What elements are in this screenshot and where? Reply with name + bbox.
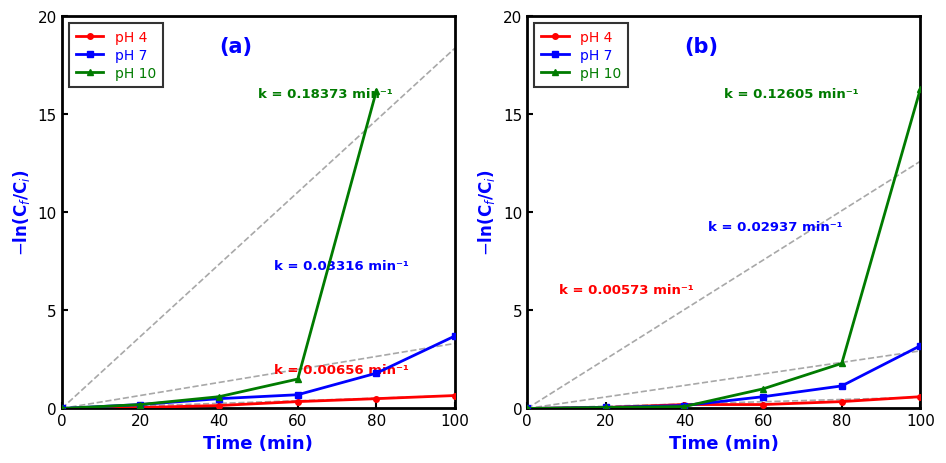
Text: k = 0.12605 min⁻¹: k = 0.12605 min⁻¹ (724, 88, 858, 100)
Y-axis label: $-$ln(C$_f$/C$_i$): $-$ln(C$_f$/C$_i$) (11, 170, 32, 256)
Text: k = 0.00656 min⁻¹: k = 0.00656 min⁻¹ (274, 363, 409, 376)
Legend: pH 4, pH 7, pH 10: pH 4, pH 7, pH 10 (69, 24, 163, 88)
Text: k = 0.18373 min⁻¹: k = 0.18373 min⁻¹ (258, 88, 394, 100)
Y-axis label: $-$ln(C$_f$/C$_i$): $-$ln(C$_f$/C$_i$) (477, 170, 498, 256)
Legend: pH 4, pH 7, pH 10: pH 4, pH 7, pH 10 (534, 24, 628, 88)
Text: k = 0.00573 min⁻¹: k = 0.00573 min⁻¹ (558, 283, 693, 296)
Text: (a): (a) (219, 37, 252, 56)
X-axis label: Time (min): Time (min) (203, 434, 313, 452)
Text: (b): (b) (685, 37, 718, 56)
Text: k = 0.03316 min⁻¹: k = 0.03316 min⁻¹ (274, 260, 409, 273)
X-axis label: Time (min): Time (min) (669, 434, 779, 452)
Text: k = 0.02937 min⁻¹: k = 0.02937 min⁻¹ (708, 221, 843, 234)
